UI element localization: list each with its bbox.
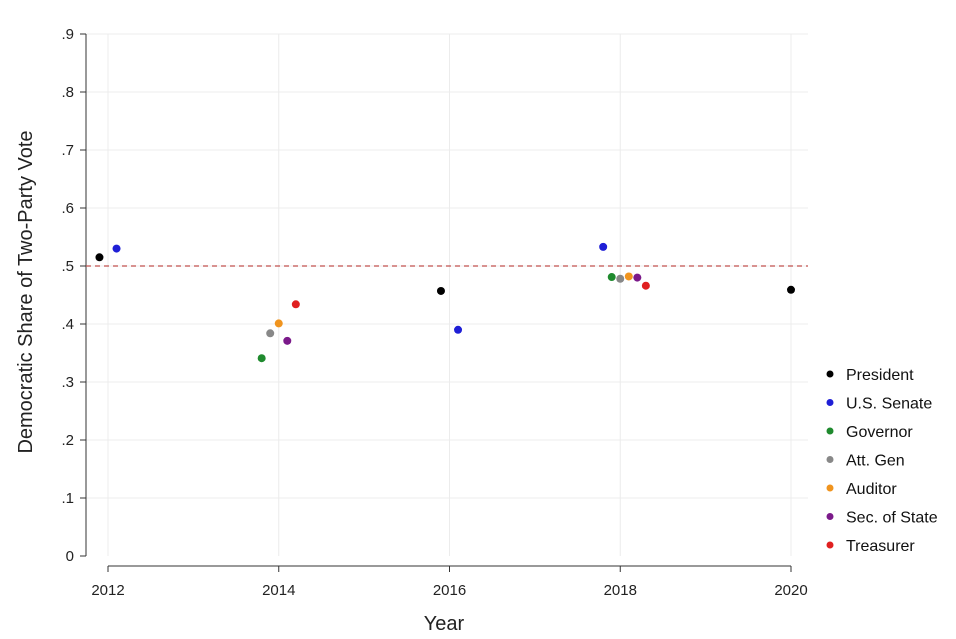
legend-label: Treasurer — [846, 538, 915, 555]
axes — [80, 33, 792, 572]
data-point-att-gen — [616, 274, 625, 283]
y-tick-label: .6 — [61, 200, 74, 217]
data-point-att-gen — [266, 329, 275, 338]
legend-label: U.S. Senate — [846, 396, 932, 413]
data-point-president — [95, 253, 104, 262]
y-tick-label: .4 — [61, 316, 74, 333]
x-tick-label: 2020 — [774, 582, 807, 599]
x-tick-label: 2012 — [91, 582, 124, 599]
y-tick-label: .1 — [61, 490, 74, 507]
legend-marker — [826, 427, 834, 435]
y-tick-label: .8 — [61, 84, 74, 101]
y-tick-label: .7 — [61, 142, 74, 159]
legend-label: Auditor — [846, 481, 897, 498]
data-point-treasurer — [641, 281, 650, 290]
data-point-u-s-senate — [454, 325, 463, 334]
x-tick-label: 2018 — [604, 582, 637, 599]
data-point-auditor — [624, 272, 633, 281]
data-point-auditor — [274, 319, 283, 328]
x-axis-title: Year — [424, 613, 465, 635]
data-point-u-s-senate — [112, 244, 121, 253]
legend-label: President — [846, 367, 914, 384]
legend-marker — [826, 370, 834, 378]
legend-marker — [826, 541, 834, 549]
tick-labels: 0 .1 .2 .3 .4 .5 .6 .7 .8 .9 2012 2014 2016 2018 2020 — [61, 26, 807, 599]
legend-marker — [826, 456, 834, 463]
legend-label: Governor — [846, 424, 913, 441]
y-axis-title: Democratic Share of Two-Party Vote — [15, 130, 37, 453]
legend-marker — [826, 484, 834, 492]
x-tick-label: 2014 — [262, 582, 295, 599]
data-point-president — [787, 285, 795, 294]
data-point-sec-of-state — [283, 336, 292, 345]
data-point-president — [436, 286, 445, 295]
data-point-u-s-senate — [599, 242, 608, 251]
y-tick-label: .2 — [61, 432, 74, 449]
x-tick-label: 2016 — [433, 582, 466, 599]
legend-marker — [826, 399, 834, 406]
y-tick-label: 0 — [66, 548, 74, 565]
y-tick-label: .3 — [61, 374, 74, 391]
data-point-sec-of-state — [633, 273, 642, 282]
data-point-governor — [257, 354, 266, 363]
legend-marker — [826, 513, 834, 520]
legend-label: Att. Gen — [846, 453, 905, 470]
data-points — [95, 242, 795, 363]
legend-label: Sec. of State — [846, 510, 938, 527]
data-point-treasurer — [291, 300, 300, 309]
data-point-governor — [607, 273, 616, 282]
y-tick-label: .5 — [61, 258, 74, 275]
y-tick-label: .9 — [61, 26, 74, 43]
legend: President U.S. Senate Governor Att. Gen Audi… — [826, 367, 938, 555]
